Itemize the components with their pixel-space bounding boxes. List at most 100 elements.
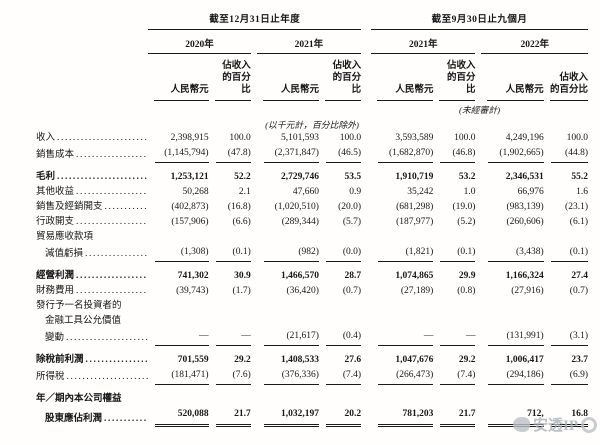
rmb-column-header: 人民幣元 — [257, 54, 319, 101]
value-cell: 53.2 — [458, 172, 476, 182]
value-cell: (3.1) — [544, 329, 588, 346]
value-cell: 1,253,121 — [170, 172, 209, 182]
value-cell: (27,916) — [511, 286, 544, 296]
value-cell: (6.9) — [544, 368, 588, 385]
value-cell: 29.2 — [458, 355, 476, 365]
value-cell: (7.4) — [433, 368, 476, 385]
value-cell: (27,189) — [400, 286, 434, 296]
table-row: 銷售及經銷開支 (402,873) (16.8) (1,020,510) (20.0) (… — [36, 200, 588, 215]
value-cell: (0.1) — [209, 245, 251, 262]
value-cell: 1,006,417 — [505, 355, 544, 365]
rmb-column-header: 人民幣元 — [148, 54, 209, 101]
value-cell: (46.5) — [319, 146, 362, 163]
row-label: 銷售及經銷開支 — [36, 200, 148, 215]
row-label: 金融工具公允價值 — [45, 316, 122, 326]
value-cell: 3,593,589 — [395, 133, 434, 143]
value-cell: 100.0 — [566, 133, 588, 143]
table-row: 金融工具公允價值 — [36, 314, 588, 329]
leader-dots — [66, 331, 148, 346]
table-row: 發行予一名投資者的 — [36, 299, 588, 314]
table-row: 其他收益 50,268 2.1 47,660 0.9 35,242 1.0 66,976 1.6 — [36, 185, 588, 200]
table-row: 收入 2,398,915 100.0 5,101,593 100.0 3,593,589 1… — [36, 131, 588, 146]
value-cell: (0.7) — [342, 286, 362, 296]
value-cell: 29.9 — [458, 271, 476, 281]
value-cell: (681,298) — [396, 202, 434, 212]
row-label: 財務費用 — [36, 284, 148, 299]
value-cell: (36,420) — [286, 286, 319, 296]
value-cell: 50,268 — [182, 187, 209, 197]
value-cell: 2,729,746 — [280, 172, 319, 182]
value-cell: (16.8) — [227, 202, 251, 212]
leader-dots — [57, 131, 148, 146]
value-cell: 21.7 — [209, 407, 251, 427]
value-cell: 1.0 — [463, 187, 476, 197]
table-row: 所得稅(181,471)(7.6)(376,336)(7.4)(266,473)… — [36, 368, 588, 385]
table-row: 年／期內本公司權益 — [36, 385, 588, 407]
units-note-row: (以千元計，百分比除外) — [36, 116, 588, 131]
value-cell: (19.0) — [452, 202, 476, 212]
value-cell: (6.1) — [569, 217, 588, 227]
period-group-row: 截至12月31日止年度 截至9月30日止九個月 — [36, 11, 588, 30]
value-cell: (131,991) — [481, 329, 544, 346]
row-label: 發行予一名投資者的 — [36, 301, 122, 311]
row-label: 股東應佔利潤 — [36, 407, 148, 427]
value-cell: 741,302 — [177, 271, 209, 281]
value-cell: — — [148, 329, 209, 346]
value-cell: (260,606) — [506, 217, 544, 227]
row-label: 收入 — [36, 131, 148, 146]
table-row: 毛利 1,253,121 52.2 2,729,746 53.5 1,910,719 53.… — [36, 163, 588, 185]
value-cell: 1.6 — [576, 187, 588, 197]
year-header-2021-annual: 2021年 — [256, 29, 362, 54]
leader-dots — [76, 148, 148, 163]
year-header-2021-nine-months: 2021年 — [371, 29, 476, 54]
value-cell: (1,308) — [148, 245, 209, 262]
value-cell: 23.7 — [571, 355, 588, 365]
value-cell: 21.7 — [433, 407, 476, 427]
leader-dots — [76, 269, 148, 284]
value-cell: (5.7) — [342, 217, 362, 227]
value-cell: 1,910,719 — [395, 172, 434, 182]
leader-dots — [86, 353, 149, 368]
value-cell: (0.1) — [544, 245, 588, 262]
value-cell: (1,145,794) — [148, 146, 209, 163]
value-cell: — — [371, 329, 434, 346]
value-cell: (1,821) — [371, 245, 434, 262]
row-label: 毛利 — [36, 163, 148, 185]
value-cell: (39,743) — [176, 286, 209, 296]
table-row: 除稅前利潤 701,559 29.2 1,408,533 27.6 1,047,676 29… — [36, 346, 588, 368]
table-row: 經營利潤 741,302 30.9 1,466,570 28.7 1,074,865 29.… — [36, 262, 588, 284]
value-cell: (0.1) — [433, 245, 476, 262]
table-row: 貿易應收款項 — [36, 230, 588, 245]
value-cell: (0.8) — [457, 286, 476, 296]
value-cell: (1,902,665) — [481, 146, 544, 163]
value-cell: 1,032,197 — [257, 407, 319, 427]
value-cell: (0.7) — [569, 286, 588, 296]
value-cell: 2,398,915 — [170, 133, 209, 143]
value-cell: 712, — [481, 407, 544, 427]
row-label: 行政開支 — [36, 215, 148, 230]
value-cell: 2.1 — [238, 187, 251, 197]
value-cell: 781,203 — [371, 407, 434, 427]
value-cell: 35,242 — [407, 187, 434, 197]
value-cell: 30.9 — [234, 271, 251, 281]
value-cell: 27.6 — [344, 355, 362, 365]
leader-dots — [104, 412, 148, 427]
value-cell: 100.0 — [229, 133, 251, 143]
leader-dots — [76, 284, 148, 299]
value-cell: — — [209, 329, 251, 346]
value-cell: (7.4) — [319, 368, 362, 385]
row-label: 除稅前利潤 — [36, 346, 148, 368]
period-group-header-nine-months: 截至9月30日止九個月 — [371, 11, 588, 30]
value-cell: (47.8) — [209, 146, 251, 163]
value-cell: 520,088 — [148, 407, 209, 427]
value-cell: 27.4 — [571, 271, 588, 281]
value-cell: 100.0 — [454, 133, 476, 143]
value-cell: 20.2 — [319, 407, 362, 427]
value-cell: 5,101,593 — [280, 133, 319, 143]
pct-column-header: 佔收入 的百分比 — [544, 54, 588, 101]
leader-dots — [57, 170, 148, 185]
value-cell: 16.8 — [544, 407, 588, 427]
value-cell: (187,977) — [396, 217, 434, 227]
year-header-2020: 2020年 — [148, 29, 251, 54]
